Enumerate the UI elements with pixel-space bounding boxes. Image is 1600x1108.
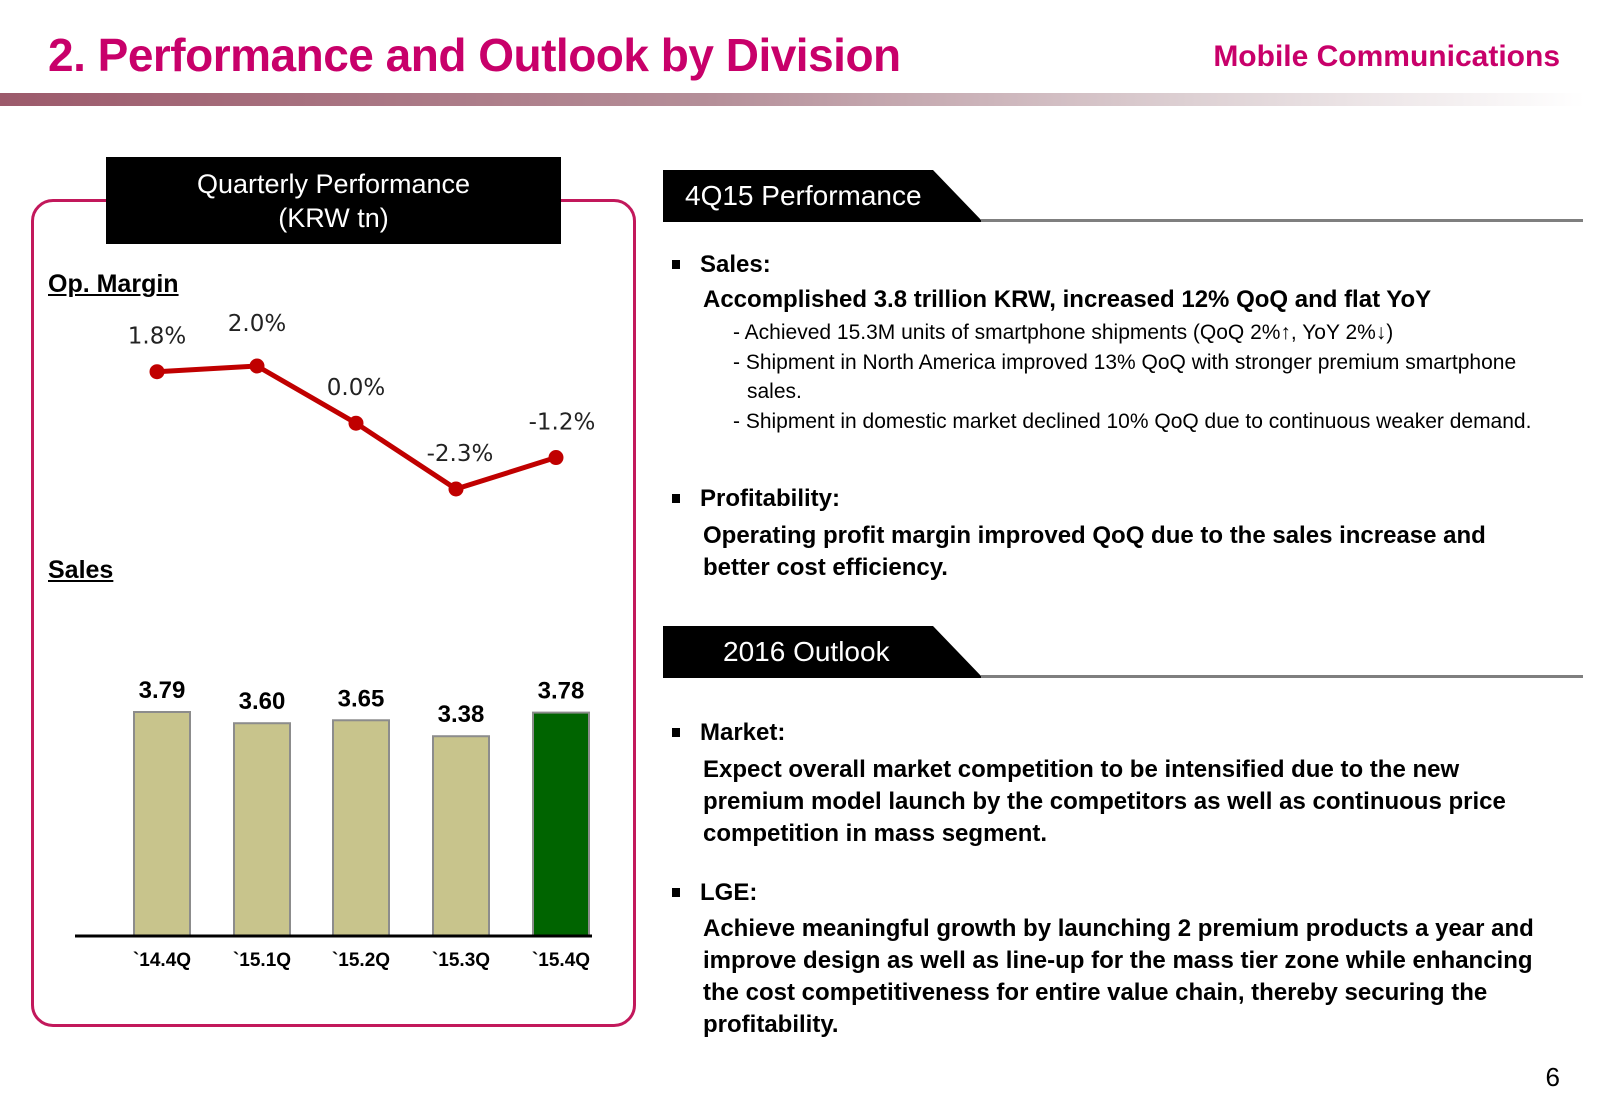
sales-detail-item: - Achieved 15.3M units of smartphone shi… bbox=[733, 321, 1394, 344]
outlook-tab-shape bbox=[663, 626, 983, 678]
market-text: Expect overall market competition to be … bbox=[703, 756, 1506, 847]
quarterly-performance-header: Quarterly Performance (KRW tn) bbox=[106, 157, 561, 244]
op-margin-point bbox=[249, 358, 265, 374]
title-divider bbox=[0, 93, 1585, 106]
op-margin-value-label: -2.3% bbox=[427, 441, 494, 467]
op-margin-point bbox=[149, 364, 165, 380]
page-title: 2. Performance and Outlook by Division bbox=[48, 29, 901, 81]
market-heading: Market: bbox=[671, 719, 786, 746]
quarterly-charts: 1.8% 2.0% 0.0% -2.3% -1.2% 3.79 `14.4Q 3.60 `15… bbox=[75, 311, 596, 971]
lge-text: Achieve meaningful growth by launching 2… bbox=[703, 915, 1534, 1038]
performance-tab-shape bbox=[663, 170, 983, 222]
sales-value-label: 3.78 bbox=[538, 678, 585, 705]
op-margin-point bbox=[448, 481, 464, 497]
sales-value-label: 3.38 bbox=[438, 701, 485, 728]
op-margin-value-label: 1.8% bbox=[128, 324, 186, 350]
sales-bar bbox=[532, 711, 590, 937]
op-margin-label: Op. Margin bbox=[48, 270, 179, 298]
performance-tab-header: 4Q15 Performance bbox=[663, 170, 1583, 222]
lge-heading: LGE: bbox=[671, 879, 758, 906]
op-margin-chart: 1.8% 2.0% 0.0% -2.3% -1.2% bbox=[128, 311, 596, 497]
op-margin-value-label: 0.0% bbox=[327, 375, 385, 401]
page-number: 6 bbox=[1545, 1062, 1560, 1092]
sales-bar bbox=[332, 719, 390, 938]
op-margin-value-label: 2.0% bbox=[228, 311, 286, 337]
sales-bar bbox=[233, 722, 291, 937]
x-tick-label: `14.4Q bbox=[133, 950, 191, 971]
x-tick-label: `15.1Q bbox=[233, 950, 291, 971]
sales-summary: Accomplished 3.8 trillion KRW, increased… bbox=[703, 286, 1432, 313]
op-margin-point bbox=[348, 415, 364, 431]
sales-chart: 3.79 `14.4Q 3.60 `15.1Q 3.65 `15.2Q 3.38 `15.3Q… bbox=[75, 677, 592, 971]
outlook-tab-header: 2016 Outlook bbox=[663, 626, 1583, 678]
sales-bar bbox=[133, 711, 191, 937]
x-tick-label: `15.2Q bbox=[332, 950, 390, 971]
performance-tab-label: 4Q15 Performance bbox=[685, 180, 922, 211]
sales-detail-item: - Shipment in North America improved 13%… bbox=[733, 350, 1517, 404]
sales-value-label: 3.79 bbox=[139, 677, 186, 704]
outlook-tab-label: 2016 Outlook bbox=[723, 636, 890, 667]
op-margin-point bbox=[548, 450, 564, 466]
profitability-heading: Profitability: bbox=[671, 485, 841, 512]
division-label: Mobile Communications bbox=[1213, 40, 1560, 73]
sales-label: Sales bbox=[48, 556, 114, 584]
sales-value-label: 3.65 bbox=[338, 685, 385, 712]
sales-detail-item: - Shipment in domestic market declined 1… bbox=[733, 409, 1532, 433]
box-title-line2: (KRW tn) bbox=[278, 203, 389, 233]
outlook-tab-line bbox=[981, 675, 1583, 678]
performance-tab-line bbox=[981, 219, 1583, 222]
x-tick-label: `15.4Q bbox=[532, 950, 590, 971]
box-title-line1: Quarterly Performance bbox=[196, 169, 471, 199]
x-tick-label: `15.3Q bbox=[432, 950, 490, 971]
op-margin-value-label: -1.2% bbox=[529, 410, 596, 436]
sales-details-list: - Achieved 15.3M units of smartphone shi… bbox=[733, 318, 1533, 436]
sales-bar bbox=[432, 735, 490, 937]
profitability-text: Operating profit margin improved QoQ due… bbox=[703, 522, 1486, 581]
sales-value-label: 3.60 bbox=[239, 688, 286, 715]
sales-heading: Sales: bbox=[672, 251, 771, 278]
